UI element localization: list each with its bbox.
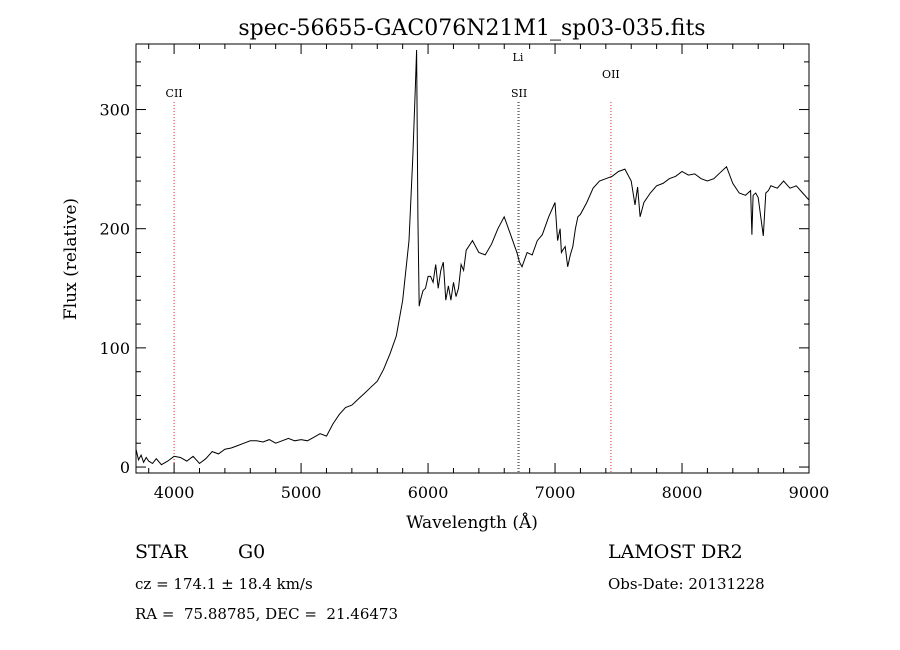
y-tick-label: 300 (99, 101, 130, 120)
spectral-line-label-li: Li (513, 51, 524, 64)
x-tick-label: 9000 (789, 483, 830, 502)
spectral-lines: CII Li SII OII (166, 51, 620, 473)
spectral-line-label-cii: CII (166, 87, 183, 100)
x-tick-label: 8000 (662, 483, 703, 502)
x-tick-label: 7000 (535, 483, 576, 502)
y-axis-label: Flux (relative) (61, 198, 81, 320)
obs-date: Obs-Date: 20131228 (608, 575, 765, 593)
spectral-line-label-oii: OII (602, 68, 620, 81)
coordinates-readout: RA = 75.88785, DEC = 21.46473 (135, 605, 399, 623)
object-class: STAR (135, 541, 188, 563)
plot-frame (135, 43, 810, 474)
survey-name: LAMOST DR2 (608, 541, 743, 563)
x-tick-label: 6000 (408, 483, 449, 502)
chart-title: spec-56655-GAC076N21M1_sp03-035.fits (238, 16, 705, 41)
spectral-line-label-sii: SII (511, 87, 527, 100)
object-subclass: G0 (238, 541, 266, 563)
x-tick-label: 4000 (154, 483, 195, 502)
x-axis-label: Wavelength (Å) (406, 512, 538, 533)
y-tick-label: 0 (120, 458, 130, 477)
axis-ticks: 4000 5000 6000 7000 8000 9000 0 100 200 300 (99, 44, 829, 502)
x-tick-label: 5000 (281, 483, 322, 502)
spectrum-series-line (135, 49, 810, 466)
y-tick-label: 200 (99, 220, 130, 239)
velocity-readout: cz = 174.1 ± 18.4 km/s (135, 575, 313, 593)
y-tick-label: 100 (99, 339, 130, 358)
